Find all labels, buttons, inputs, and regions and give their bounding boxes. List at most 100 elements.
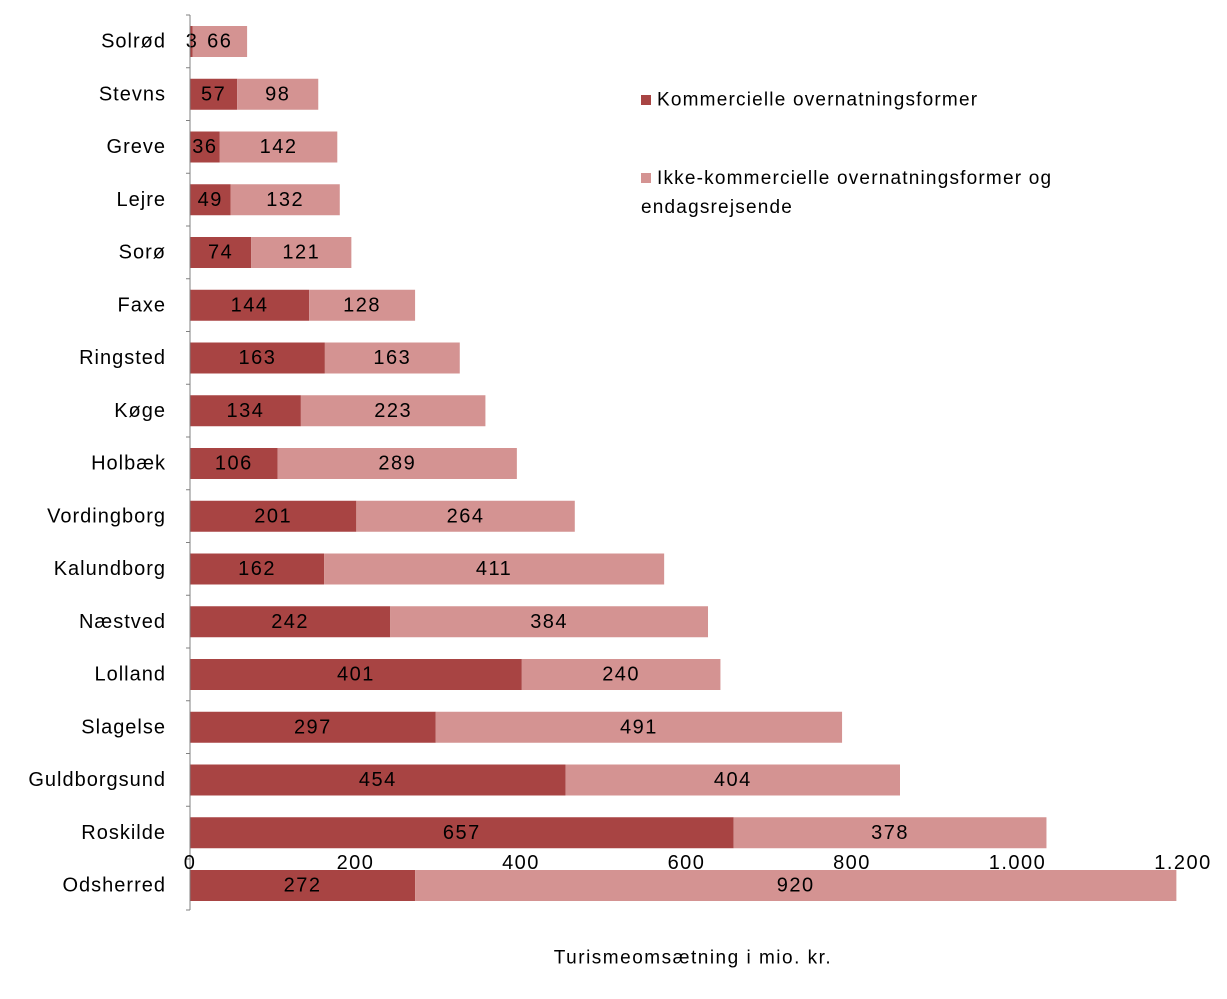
bar-roskilde-series-0 xyxy=(190,817,734,849)
data-label-kalundborg-series-1: 411 xyxy=(476,558,512,580)
category-label-ringsted: Ringsted xyxy=(79,347,166,369)
data-label-solr-d-series-0: 3 xyxy=(186,31,199,53)
x-tick-label: 800 xyxy=(833,852,871,874)
category-label-sor-: Sorø xyxy=(119,242,166,264)
bar-lejre-series-1 xyxy=(230,184,340,216)
bar-faxe-series-1 xyxy=(309,289,416,321)
bar-odsherred-series-0 xyxy=(190,870,416,901)
bar-k-ge-series-0 xyxy=(190,395,301,427)
bar-kalundborg-series-0 xyxy=(190,553,325,585)
data-label-lolland-series-1: 240 xyxy=(602,664,640,686)
category-label-greve: Greve xyxy=(107,136,166,158)
bar-kalundborg-series-1 xyxy=(324,553,665,585)
data-label-k-ge-series-1: 223 xyxy=(374,400,412,422)
bar-greve-series-1 xyxy=(219,131,338,163)
data-label-solr-d-series-1: 66 xyxy=(207,31,232,53)
data-label-k-ge-series-0: 134 xyxy=(227,400,265,422)
data-label-kalundborg-series-0: 162 xyxy=(238,558,276,580)
x-axis-title: Turismeomsætning i mio. kr. xyxy=(554,948,832,969)
bar-lejre-series-0 xyxy=(190,184,231,216)
bar-vordingborg-series-1 xyxy=(356,500,575,532)
legend-swatch-noncommercial xyxy=(641,173,651,183)
x-tick-label: 200 xyxy=(337,852,375,874)
bar-vordingborg-series-0 xyxy=(190,500,357,532)
data-label-sor--series-0: 74 xyxy=(208,242,233,264)
bar-stevns-series-1 xyxy=(237,78,319,110)
data-label-lejre-series-0: 49 xyxy=(198,189,223,211)
data-label-slagelse-series-0: 297 xyxy=(294,716,332,738)
data-label-greve-series-0: 36 xyxy=(192,136,217,158)
data-label-vordingborg-series-0: 201 xyxy=(254,505,292,527)
category-label-faxe: Faxe xyxy=(118,294,166,316)
data-label-lolland-series-0: 401 xyxy=(337,664,375,686)
category-label-lejre: Lejre xyxy=(117,189,166,211)
data-label-ringsted-series-0: 163 xyxy=(239,347,277,369)
data-label-roskilde-series-0: 657 xyxy=(443,822,481,844)
data-label-n-stved-series-1: 384 xyxy=(530,611,568,633)
bar-roskilde-series-1 xyxy=(733,817,1047,849)
bar-ringsted-series-0 xyxy=(190,342,325,374)
bar-slagelse-series-0 xyxy=(190,711,436,743)
bar-k-ge-series-1 xyxy=(300,395,486,427)
category-label-odsherred: Odsherred xyxy=(63,875,167,897)
data-label-holb-k-series-0: 106 xyxy=(215,453,253,475)
x-tick-labels: 0 200 400 600 800 1.000 1.200 xyxy=(184,852,1211,874)
bar-holb-k-series-0 xyxy=(190,448,278,479)
legend-label-commercial: Kommercielle overnatningsformer xyxy=(657,90,978,111)
data-label-vordingborg-series-1: 264 xyxy=(447,505,485,527)
category-label-k-ge: Køge xyxy=(114,400,166,422)
legend: Kommercielle overnatningsformer Ikke-kom… xyxy=(641,90,1052,218)
category-labels: Solrød Stevns Greve Lejre Sorø Faxe Ringsted Kø… xyxy=(28,14,190,911)
bar-stevns-series-0 xyxy=(190,78,238,110)
category-label-kalundborg: Kalundborg xyxy=(54,558,166,580)
data-label-sor--series-1: 121 xyxy=(282,242,320,264)
x-tick-label: 400 xyxy=(502,852,540,874)
category-label-solr-d: Solrød xyxy=(101,31,166,53)
category-label-roskilde: Roskilde xyxy=(81,822,166,844)
data-label-lejre-series-1: 132 xyxy=(266,189,304,211)
bar-guldborgsund-series-1 xyxy=(565,764,900,796)
data-label-roskilde-series-1: 378 xyxy=(871,822,909,844)
bar-solr-d-series-1 xyxy=(192,26,248,57)
bar-solr-d-series-0 xyxy=(190,26,193,57)
data-label-faxe-series-0: 144 xyxy=(231,294,269,316)
category-label-vordingborg: Vordingborg xyxy=(47,505,166,527)
bar-ringsted-series-1 xyxy=(324,342,460,374)
category-label-holb-k: Holbæk xyxy=(91,453,166,475)
data-label-slagelse-series-1: 491 xyxy=(620,716,658,738)
category-label-n-stved: Næstved xyxy=(79,611,166,633)
legend-swatch-commercial xyxy=(641,95,651,105)
bars-layer xyxy=(190,26,1177,901)
data-label-stevns-series-0: 57 xyxy=(201,83,226,105)
data-label-holb-k-series-1: 289 xyxy=(378,453,416,475)
bar-holb-k-series-1 xyxy=(277,448,517,479)
bar-n-stved-series-1 xyxy=(390,606,709,638)
bar-lolland-series-0 xyxy=(190,659,522,690)
category-label-lolland: Lolland xyxy=(94,664,166,686)
data-label-odsherred-series-0: 272 xyxy=(284,875,322,897)
x-tick-label: 0 xyxy=(184,852,197,874)
category-label-guldborgsund: Guldborgsund xyxy=(28,769,166,791)
bar-n-stved-series-0 xyxy=(190,606,391,638)
x-tick-label: 1.000 xyxy=(989,852,1047,874)
category-label-slagelse: Slagelse xyxy=(81,716,166,738)
bar-sor--series-1 xyxy=(251,237,352,268)
bar-slagelse-series-1 xyxy=(435,711,843,743)
data-labels-layer: 3 66 57 98 36 142 49 132 74 121 144 128 163 163 134 223… xyxy=(186,31,909,897)
data-label-odsherred-series-1: 920 xyxy=(777,875,815,897)
bar-lolland-series-1 xyxy=(521,659,721,690)
data-label-ringsted-series-1: 163 xyxy=(373,347,411,369)
data-label-n-stved-series-0: 242 xyxy=(271,611,309,633)
bar-sor--series-0 xyxy=(190,237,252,268)
bar-faxe-series-0 xyxy=(190,289,310,321)
x-tick-label: 600 xyxy=(668,852,706,874)
data-label-faxe-series-1: 128 xyxy=(343,294,381,316)
data-label-greve-series-1: 142 xyxy=(260,136,298,158)
legend-label-noncommercial: Ikke-kommercielle overnatningsformer og e… xyxy=(641,168,1052,218)
data-label-guldborgsund-series-0: 454 xyxy=(359,769,397,791)
data-label-guldborgsund-series-1: 404 xyxy=(714,769,752,791)
data-label-stevns-series-1: 98 xyxy=(265,83,290,105)
bar-greve-series-0 xyxy=(190,131,220,163)
category-label-stevns: Stevns xyxy=(99,83,166,105)
